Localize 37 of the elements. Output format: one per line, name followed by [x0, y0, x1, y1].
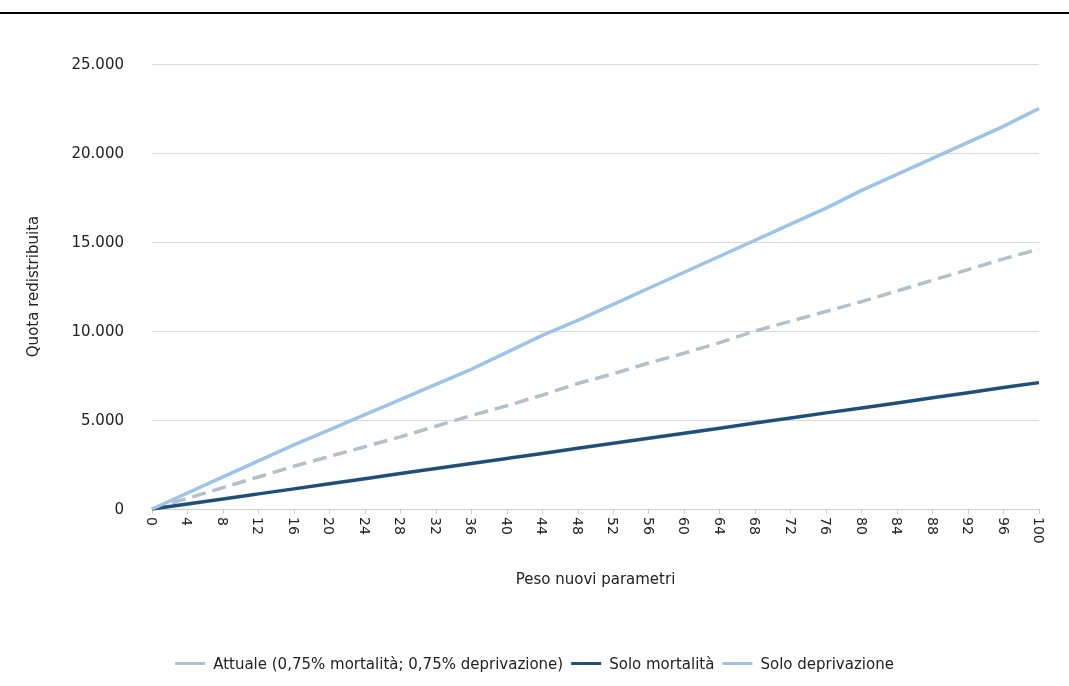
x-tick-label: 64 [711, 517, 728, 535]
x-tick-label: 96 [995, 517, 1012, 535]
x-tick-label: 100 [1031, 517, 1047, 544]
x-tick-label: 44 [534, 517, 551, 535]
x-tick-label: 76 [818, 517, 835, 535]
legend-label: Solo mortalità [609, 654, 715, 673]
x-tick-label: 32 [427, 517, 444, 535]
x-tick-label: 72 [782, 517, 799, 535]
x-tick-label: 20 [321, 517, 338, 535]
legend-label: Solo deprivazione [760, 654, 894, 673]
x-tick-label: 84 [889, 517, 906, 535]
x-tick-label: 12 [250, 517, 267, 535]
y-tick-label: 15.000 [71, 233, 124, 251]
x-tick-label: 56 [640, 517, 657, 535]
x-tick-label: 4 [179, 517, 196, 526]
y-tick-label: 10.000 [71, 322, 124, 340]
x-tick-label: 40 [498, 517, 515, 535]
x-tick-label: 92 [960, 517, 977, 535]
x-tick-label: 8 [214, 517, 231, 526]
legend-label: Attuale (0,75% mortalità; 0,75% deprivazione) [213, 654, 564, 673]
y-tick-label: 25.000 [71, 55, 124, 73]
x-tick-label: 52 [605, 517, 622, 535]
y-axis-title: Quota redistribuita [23, 215, 42, 358]
line-series [150, 106, 1041, 511]
x-tick-label: 48 [569, 517, 586, 535]
x-tick-label: 88 [924, 517, 941, 535]
x-tick-label: 36 [463, 517, 480, 535]
x-tick-label: 24 [356, 517, 373, 535]
x-tick-label: 68 [747, 517, 764, 535]
x-tick-label: 80 [853, 517, 870, 535]
x-tick-label: 0 [144, 517, 160, 526]
x-tick-label: 60 [676, 517, 693, 535]
y-tick-label: 5.000 [81, 411, 124, 429]
y-tick-label: 20.000 [71, 144, 124, 162]
x-tick-label: 16 [285, 517, 302, 535]
x-axis-title: Peso nuovi parametri [515, 569, 676, 588]
x-tick-label: 28 [392, 517, 409, 535]
